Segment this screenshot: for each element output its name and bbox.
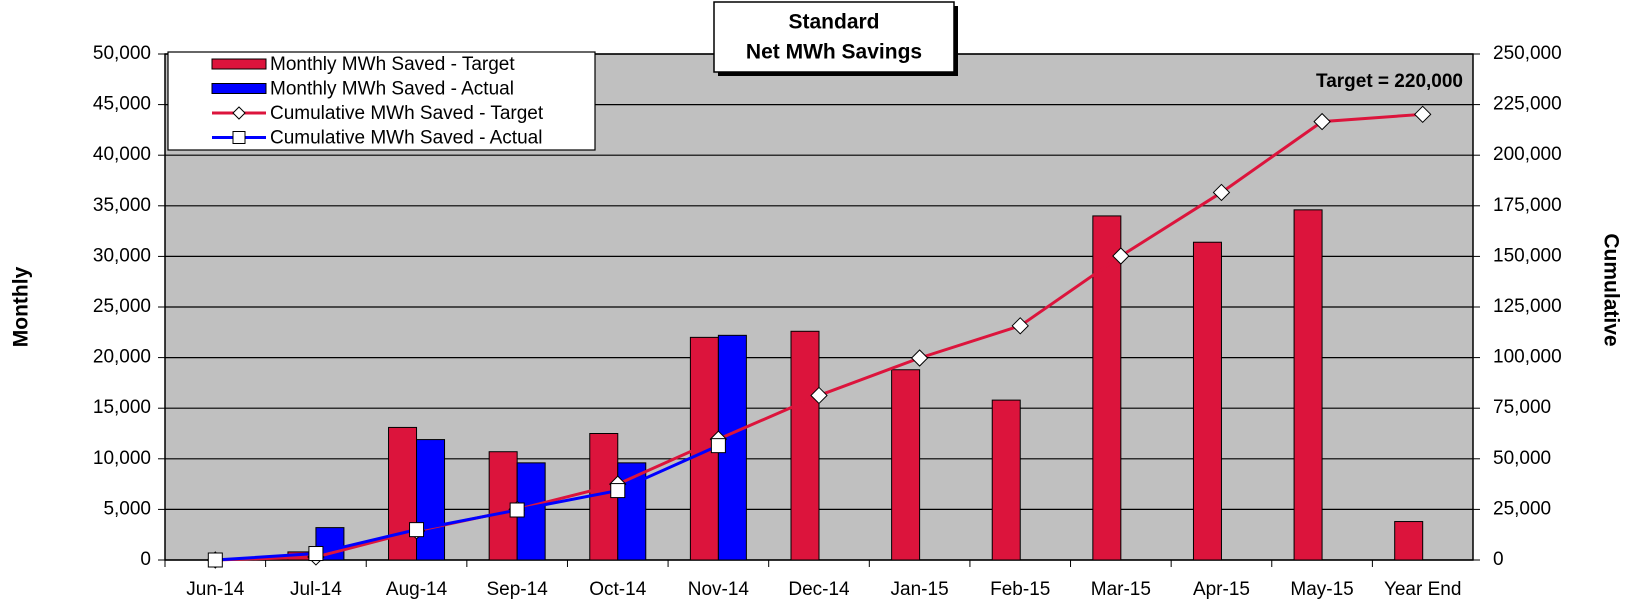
y2-tick-label: 25,000 (1493, 498, 1551, 519)
marker (308, 546, 324, 562)
y-axis-label: Monthly (10, 266, 33, 347)
x-tick-label: Jul-14 (290, 579, 342, 600)
y-tick-label: 10,000 (93, 448, 151, 469)
x-tick-label: Dec-14 (788, 579, 850, 600)
legend: Monthly MWh Saved - Target Monthly MWh Sa… (167, 51, 596, 151)
title-box (713, 1, 955, 73)
y2-tick-label: 125,000 (1493, 296, 1562, 317)
y2-tick-label: 200,000 (1493, 144, 1562, 165)
y2-tick-label: 250,000 (1493, 43, 1562, 64)
bar (790, 330, 820, 561)
marker (1313, 112, 1331, 131)
legend-marker (232, 106, 246, 120)
y-tick-label: 0 (140, 549, 151, 570)
x-tick-label: Aug-14 (386, 579, 448, 600)
y-tick-label: 20,000 (93, 347, 151, 368)
chart-title: Standard (788, 11, 879, 34)
y-tick-label: 25,000 (93, 296, 151, 317)
y-tick-label: 30,000 (93, 245, 151, 266)
marker (509, 502, 525, 518)
x-tick-label: Sep-14 (487, 579, 549, 600)
y2-tick-label: 175,000 (1493, 195, 1562, 216)
x-tick-label: Year End (1384, 579, 1461, 600)
y-tick-label: 45,000 (93, 94, 151, 115)
marker (710, 438, 726, 454)
bar (1192, 241, 1222, 561)
x-tick-label: Oct-14 (589, 579, 646, 600)
legend-swatch (211, 58, 267, 70)
y2-axis-label: Cumulative (1599, 233, 1622, 346)
bar (388, 426, 418, 561)
x-tick-label: Nov-14 (688, 579, 750, 600)
x-tick-label: Jun-14 (186, 579, 245, 600)
bar (891, 369, 921, 561)
y2-tick-label: 75,000 (1493, 397, 1551, 418)
y-tick-label: 35,000 (93, 195, 151, 216)
bar (991, 399, 1021, 561)
bar (416, 439, 446, 561)
annotation: Target = 220,000 (1316, 71, 1463, 92)
marker (610, 483, 626, 499)
y-tick-label: 50,000 (93, 43, 151, 64)
marker (910, 349, 929, 367)
y-tick-label: 15,000 (93, 397, 151, 418)
legend-label: Cumulative MWh Saved - Target (270, 103, 544, 124)
marker (1212, 183, 1231, 202)
y2-tick-label: 225,000 (1493, 94, 1562, 115)
y2-tick-label: 100,000 (1493, 347, 1562, 368)
chart-title: Net MWh Savings (746, 41, 922, 64)
y2-tick-label: 150,000 (1493, 245, 1562, 266)
legend-label: Cumulative MWh Saved - Actual (270, 128, 542, 149)
marker (1413, 105, 1432, 124)
marker (1112, 247, 1130, 265)
x-tick-label: Jan-15 (891, 579, 949, 600)
marker (409, 522, 425, 538)
x-tick-label: Apr-15 (1193, 579, 1250, 600)
marker (1011, 317, 1029, 335)
y-tick-label: 5,000 (103, 498, 151, 519)
bar (1394, 521, 1424, 561)
y-tick-label: 40,000 (93, 144, 151, 165)
marker (207, 552, 223, 568)
marker (810, 386, 828, 405)
y2-tick-label: 0 (1493, 549, 1504, 570)
legend-marker (232, 131, 246, 144)
line (215, 444, 719, 562)
x-tick-label: Feb-15 (990, 579, 1050, 600)
x-tick-label: Mar-15 (1091, 579, 1151, 600)
legend-label: Monthly MWh Saved - Actual (270, 79, 514, 100)
legend-label: Monthly MWh Saved - Target (270, 54, 515, 75)
y2-tick-label: 50,000 (1493, 448, 1551, 469)
bar (1293, 209, 1323, 561)
legend-swatch (211, 83, 267, 94)
x-tick-label: May-15 (1290, 579, 1353, 600)
